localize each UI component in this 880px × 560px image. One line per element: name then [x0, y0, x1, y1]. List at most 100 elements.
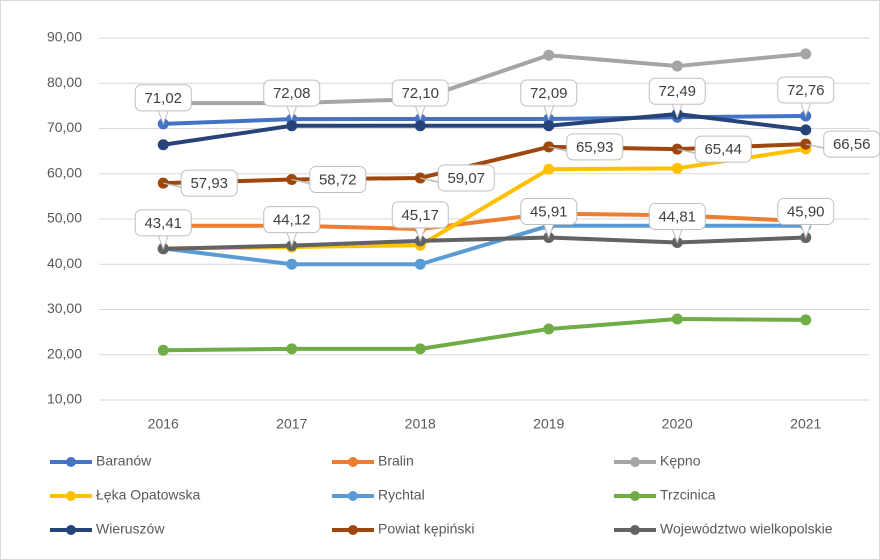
- legend-marker: [630, 491, 640, 501]
- data-point: [543, 163, 555, 175]
- x-tick-label: 2017: [276, 416, 307, 432]
- data-label-box: [648, 77, 706, 105]
- data-label: 65,93: [576, 139, 614, 156]
- legend-label: Bralin: [378, 453, 414, 469]
- y-tick-label: 70,00: [47, 119, 82, 135]
- legend-label: Łęka Opatowska: [96, 487, 200, 503]
- data-point: [800, 48, 812, 60]
- label-pointer: [156, 107, 170, 126]
- data-point: [800, 314, 812, 326]
- data-label: 58,72: [319, 172, 357, 189]
- label-pointer: [413, 102, 427, 121]
- data-label-box: [648, 202, 706, 230]
- data-label-box: [520, 79, 578, 107]
- data-point: [671, 313, 683, 325]
- data-point: [543, 49, 555, 61]
- y-tick-label: 60,00: [47, 164, 82, 180]
- legend-label: Trzcinica: [660, 487, 716, 503]
- data-label: 57,93: [190, 175, 228, 192]
- data-label-box: [437, 164, 495, 192]
- legend-marker: [348, 457, 358, 467]
- y-tick-label: 10,00: [47, 391, 82, 407]
- data-label-box: [694, 135, 752, 163]
- data-point: [543, 323, 555, 335]
- data-label-box: [263, 79, 321, 107]
- legend-marker: [348, 525, 358, 535]
- data-label: 72,09: [530, 85, 568, 102]
- data-point: [414, 258, 426, 270]
- x-tick-label: 2018: [405, 416, 436, 432]
- data-label-box: [134, 84, 192, 112]
- legend-label: Rychtal: [378, 487, 425, 503]
- x-tick-label: 2020: [662, 416, 693, 432]
- data-label: 66,56: [833, 136, 871, 153]
- label-pointer: [670, 226, 684, 244]
- x-tick-label: 2019: [533, 416, 564, 432]
- legend-label: Województwo wielkopolskie: [660, 521, 833, 537]
- data-label: 65,44: [704, 141, 742, 158]
- x-tick-label: 2016: [148, 416, 179, 432]
- data-label: 43,41: [144, 215, 182, 232]
- data-label-box: [520, 198, 578, 226]
- data-point: [543, 120, 555, 132]
- label-pointer: [413, 224, 427, 243]
- series-line: [163, 317, 806, 353]
- x-tick-label: 2021: [790, 416, 821, 432]
- data-label: 44,81: [658, 208, 696, 225]
- data-point: [157, 139, 169, 151]
- data-point: [286, 120, 298, 132]
- data-label: 45,91: [530, 203, 568, 220]
- y-tick-label: 40,00: [47, 255, 82, 271]
- data-point: [800, 124, 812, 136]
- data-label: 45,17: [401, 207, 439, 224]
- data-label-box: [180, 169, 238, 197]
- data-point: [286, 343, 298, 355]
- data-label: 72,08: [273, 85, 311, 102]
- data-label-box: [263, 206, 321, 234]
- data-label: 72,49: [658, 83, 696, 100]
- label-pointer: [285, 102, 299, 121]
- data-label-box: [309, 166, 367, 194]
- data-point: [414, 120, 426, 132]
- label-pointer: [670, 101, 684, 119]
- label-pointer: [799, 221, 813, 239]
- y-tick-label: 50,00: [47, 210, 82, 226]
- y-tick-label: 20,00: [47, 345, 82, 361]
- legend-label: Baranów: [96, 453, 152, 469]
- legend-marker: [630, 525, 640, 535]
- y-tick-label: 80,00: [47, 74, 82, 90]
- series-line: [162, 112, 806, 147]
- data-point: [414, 343, 426, 355]
- data-label: 71,02: [144, 90, 182, 107]
- data-label-box: [777, 198, 835, 226]
- data-label-box: [777, 76, 835, 104]
- data-label-box: [391, 201, 449, 229]
- data-label-box: [566, 133, 624, 161]
- data-label: 44,12: [273, 212, 311, 229]
- legend-label: Powiat kępiński: [378, 521, 475, 537]
- y-tick-label: 30,00: [47, 300, 82, 316]
- data-label: 72,10: [401, 85, 439, 102]
- data-label: 72,76: [787, 82, 825, 99]
- label-pointer: [542, 102, 556, 121]
- data-point: [671, 162, 683, 174]
- data-point: [157, 344, 169, 356]
- series-line: [163, 235, 806, 251]
- legend-marker: [66, 457, 76, 467]
- legend-label: Wieruszów: [96, 521, 165, 537]
- legend-marker: [630, 457, 640, 467]
- label-pointer: [542, 221, 556, 239]
- legend-label: Kępno: [660, 453, 701, 469]
- label-pointer: [285, 229, 299, 248]
- data-label: 59,07: [447, 170, 485, 187]
- legend-marker: [348, 491, 358, 501]
- label-pointer: [799, 99, 813, 118]
- data-point: [286, 258, 298, 270]
- data-label-box: [134, 209, 192, 237]
- label-pointer: [156, 232, 170, 251]
- data-label-box: [391, 79, 449, 107]
- y-tick-label: 90,00: [47, 29, 82, 45]
- legend-marker: [66, 491, 76, 501]
- data-point: [671, 60, 683, 72]
